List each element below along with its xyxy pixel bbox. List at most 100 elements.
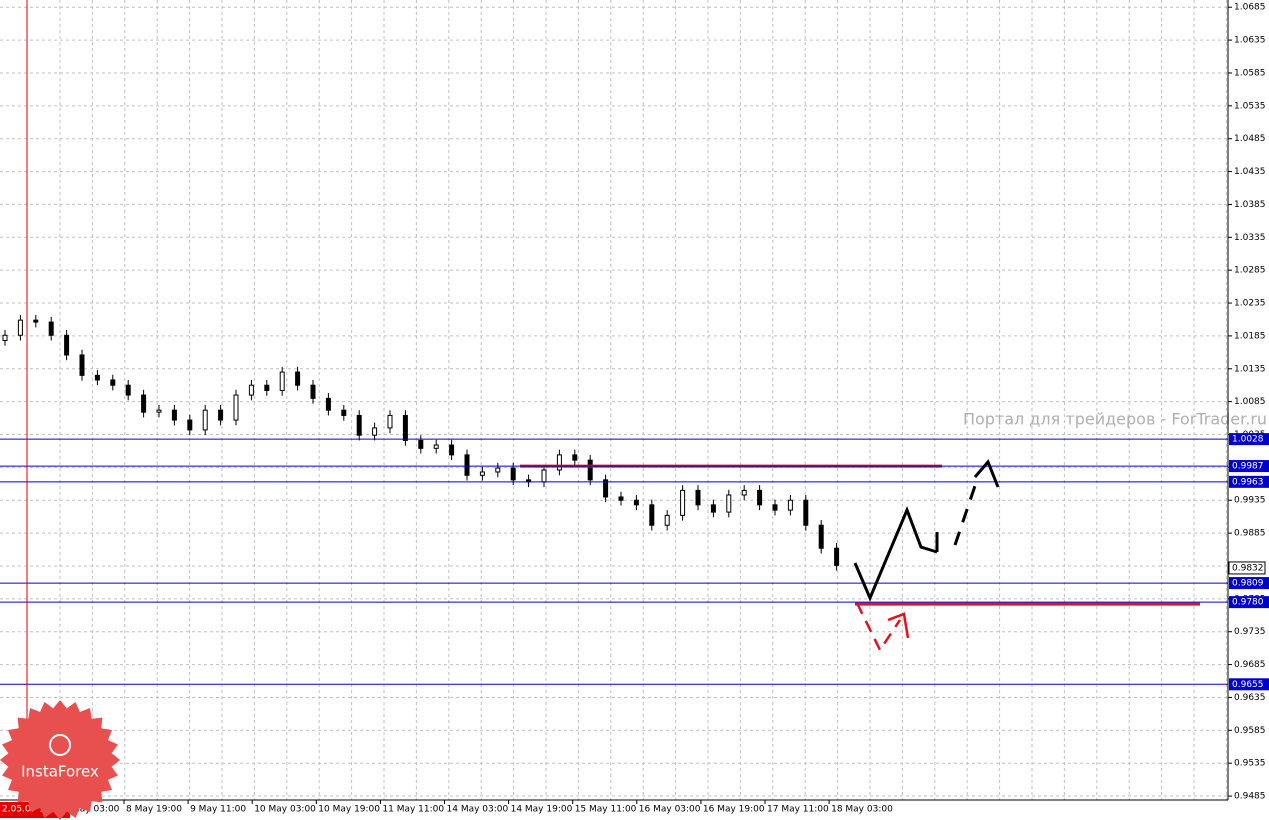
y-tick-label: 0.9735 (1234, 627, 1266, 637)
candle-body (556, 454, 562, 471)
candle-body (218, 409, 224, 421)
y-tick-label: 0.9685 (1234, 660, 1266, 670)
current-price-label: 0.9832 (1232, 563, 1264, 573)
y-tick-label: 1.0285 (1234, 266, 1266, 276)
x-tick-label: 16 May 03:00 (639, 805, 701, 815)
forecast-path (853, 505, 938, 602)
candle-body (633, 499, 639, 506)
candle-body (710, 504, 716, 513)
level-label: 0.9780 (1232, 598, 1264, 608)
y-tick-label: 1.0385 (1234, 200, 1266, 210)
y-tick-label: 0.9635 (1234, 693, 1266, 703)
level-label-box (1229, 678, 1269, 691)
candle-body (202, 409, 208, 431)
level-label-box (1229, 460, 1269, 473)
candle-body (125, 384, 131, 396)
candle-body (141, 394, 147, 413)
candle-body (295, 371, 301, 386)
candle-body (541, 469, 547, 483)
candle-body (110, 379, 116, 386)
candle-body (233, 394, 239, 421)
x-tick-label: 17 May 11:00 (767, 805, 829, 815)
level-label-box (1229, 475, 1269, 488)
candle-body (618, 496, 624, 501)
logo-icon (49, 734, 71, 756)
candle-body (64, 334, 70, 356)
candle-body (325, 397, 331, 411)
candle-body (664, 514, 670, 526)
y-tick-label: 1.0685 (1234, 3, 1266, 13)
candle-body (603, 479, 609, 498)
candle-body (818, 524, 824, 549)
level-label: 0.9963 (1232, 477, 1264, 487)
logo: InstaForex (0, 700, 120, 820)
candle-body (433, 444, 439, 449)
y-tick-label: 1.0485 (1234, 134, 1266, 144)
level-label: 0.9809 (1232, 579, 1264, 589)
candle-body (572, 454, 578, 461)
candle-body (680, 489, 686, 516)
level-label: 1.0028 (1232, 435, 1264, 445)
x-tick-label: 9 May 11:00 (190, 805, 246, 815)
level-label: 0.9987 (1232, 462, 1264, 472)
y-tick-label: 1.0635 (1234, 36, 1266, 46)
y-tick-label: 0.9585 (1234, 726, 1266, 736)
candle-body (48, 321, 54, 336)
y-tick-label: 1.0585 (1234, 68, 1266, 78)
candle-body (279, 371, 285, 391)
candle-body (310, 384, 316, 399)
candle-body (356, 414, 362, 436)
forecast-arrow (973, 459, 1000, 488)
y-tick-label: 0.9935 (1234, 496, 1266, 506)
y-tick-label: 1.0085 (1234, 397, 1266, 407)
y-tick-label: 0.9535 (1234, 759, 1266, 769)
forecast-drawing (853, 459, 1000, 653)
y-tick-label: 0.9885 (1234, 529, 1266, 539)
y-tick-label: 1.0335 (1234, 233, 1266, 243)
candle-body (402, 414, 408, 441)
candle-body (510, 467, 516, 481)
x-tick-label: 10 May 03:00 (254, 805, 316, 815)
current-price-box (1228, 561, 1266, 575)
x-tick-label: 15 May 11:00 (575, 805, 637, 815)
watermark: Портал для трейдеров - ForTrader.ru (963, 410, 1267, 429)
candle-body (387, 414, 393, 429)
candle-body (834, 547, 840, 566)
candle-body (372, 427, 378, 436)
y-tick-label: 1.0185 (1234, 331, 1266, 341)
y-tick-label: 1.0535 (1234, 101, 1266, 111)
candle-body (79, 354, 85, 376)
candle-body (156, 409, 162, 413)
y-tick-label: 0.9485 (1234, 792, 1266, 802)
x-tick-label: 10 May 19:00 (318, 805, 380, 815)
candle-body (464, 454, 470, 476)
candle-body (803, 499, 809, 526)
level-label-box (1229, 433, 1269, 446)
candle-body (772, 504, 778, 511)
forecast-dashed (953, 479, 979, 546)
x-tick-label: 8 May 19:00 (126, 805, 182, 815)
x-tick-label: 18 May 03:00 (831, 805, 893, 815)
y-tick-label: 1.0135 (1234, 364, 1266, 374)
candle-body (187, 419, 193, 431)
x-tick-label: 16 May 19:00 (703, 805, 765, 815)
candle-body (587, 459, 593, 481)
candle-body (479, 471, 485, 476)
candle-body (449, 444, 455, 456)
candle-body (787, 499, 793, 511)
level-label: 0.9655 (1232, 680, 1264, 690)
x-tick-label: 11 May 11:00 (382, 805, 444, 815)
candle-body (171, 409, 177, 421)
candle-body (418, 439, 424, 449)
logo-badge (0, 700, 120, 820)
candle-body (757, 489, 763, 506)
candle-body (94, 374, 100, 381)
x-tick-label: 14 May 19:00 (511, 805, 573, 815)
alt-forecast-arrow (887, 612, 910, 639)
candle-body (741, 489, 747, 496)
logo-text: InstaForex (21, 763, 99, 781)
candle-body (264, 384, 270, 391)
y-tick-label: 1.0435 (1234, 167, 1266, 177)
